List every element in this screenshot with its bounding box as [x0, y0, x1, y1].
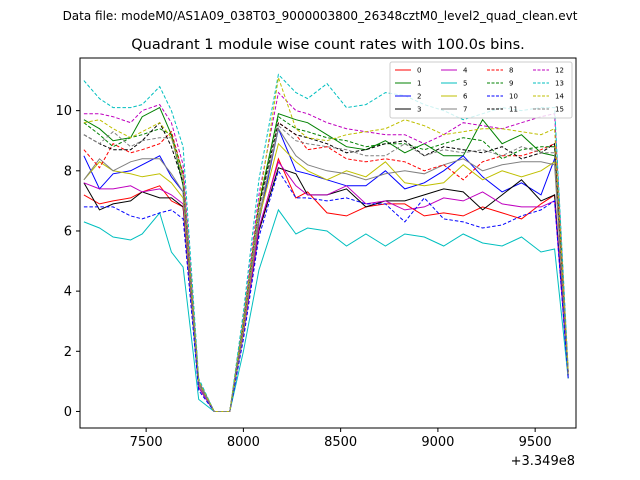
series-line-4: [83, 160, 569, 412]
legend-label-6: 6: [463, 93, 468, 101]
y-tick-label: 6: [64, 224, 72, 239]
y-axis: 0 2 4 6 8 10: [55, 104, 80, 420]
x-tick-label: 9500: [519, 435, 552, 450]
y-tick-label: 0: [64, 405, 72, 420]
x-tick-label: 8500: [324, 435, 357, 450]
plot-frame: [79, 57, 577, 429]
x-axis: 7500 8000 8500 9000 9500: [130, 428, 552, 450]
chart-title: Quadrant 1 module wise count rates with …: [131, 37, 525, 53]
legend-label-15: 15: [555, 106, 564, 114]
y-tick-label: 2: [64, 345, 72, 360]
x-tick-label: 9000: [421, 435, 454, 450]
legend-label-12: 12: [555, 67, 564, 75]
legend-label-11: 11: [509, 106, 518, 114]
series-line-14: [83, 77, 569, 412]
y-tick-label: 10: [55, 104, 72, 119]
series-line-3: [83, 167, 569, 412]
legend-label-8: 8: [509, 67, 513, 75]
y-tick-label: 4: [64, 285, 72, 300]
series-line-2: [83, 127, 569, 412]
series-line-10: [83, 169, 569, 412]
legend-label-2: 2: [417, 93, 421, 101]
legend-label-9: 9: [509, 80, 513, 88]
y-tick-label: 8: [64, 164, 72, 179]
legend-box: [389, 61, 573, 119]
series-layer: [83, 73, 569, 412]
legend-label-14: 14: [555, 93, 564, 101]
series-line-5: [83, 208, 569, 412]
x-tick-label: 8000: [227, 435, 260, 450]
legend-label-0: 0: [417, 67, 421, 75]
series-line-8: [83, 121, 569, 412]
legend-label-10: 10: [509, 93, 518, 101]
series-line-1: [83, 106, 569, 412]
series-line-9: [83, 115, 569, 412]
legend-label-3: 3: [417, 106, 421, 114]
data-file-suptitle: Data file: modeM0/AS1A09_038T03_90000038…: [63, 9, 578, 23]
x-offset-label: +3.349e8: [511, 454, 575, 469]
series-line-6: [83, 142, 569, 412]
x-tick-label: 7500: [130, 435, 163, 450]
legend-label-13: 13: [555, 80, 564, 88]
series-line-15: [83, 124, 569, 412]
series-line-7: [83, 127, 569, 412]
series-line-11: [83, 121, 569, 412]
series-line-12: [83, 91, 569, 412]
legend-label-4: 4: [463, 67, 468, 75]
legend-label-1: 1: [417, 80, 421, 88]
legend-label-5: 5: [463, 80, 467, 88]
series-line-13: [83, 73, 569, 412]
legend-label-7: 7: [463, 106, 467, 114]
